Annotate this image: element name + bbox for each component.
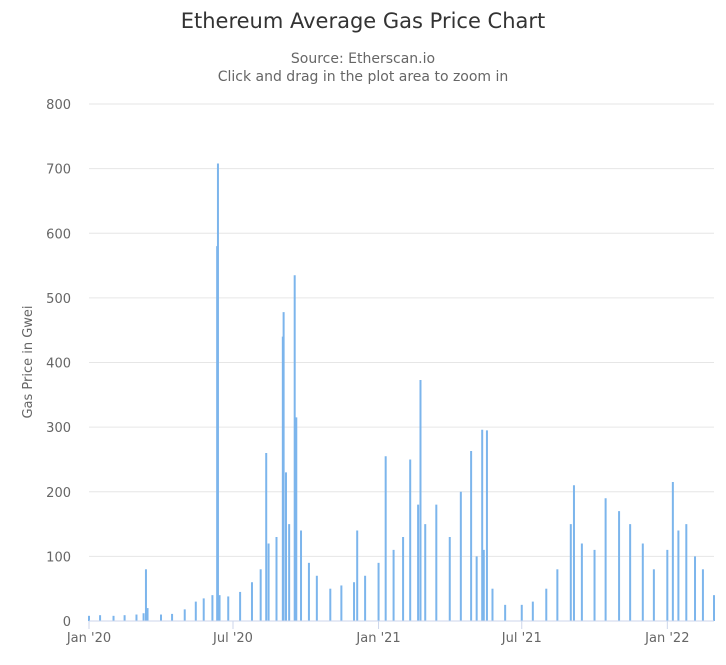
y-tick-label: 400 <box>46 357 71 372</box>
y-tick-labels: 0 100 200 300 400 500 600 700 800 <box>46 98 71 630</box>
x-tick-label: Jul '20 <box>212 631 253 646</box>
y-tick-label: 300 <box>46 421 71 436</box>
y-tick-label: 200 <box>46 486 71 501</box>
gas-price-area <box>88 163 715 621</box>
x-tick-label: Jul '21 <box>501 631 542 646</box>
y-tick-label: 800 <box>46 98 71 113</box>
y-tick-label: 100 <box>46 550 71 565</box>
chart-subtitle-source: Source: Etherscan.io <box>291 51 435 67</box>
y-axis-title: Gas Price in Gwei <box>21 305 36 418</box>
x-tick-label: Jan '20 <box>66 631 111 646</box>
y-gridlines <box>89 103 714 557</box>
y-tick-label: 500 <box>46 292 71 307</box>
x-tick-label: Jan '22 <box>644 631 689 646</box>
y-tick-label: 700 <box>46 163 71 178</box>
x-tick-label: Jan '21 <box>355 631 400 646</box>
chart-title: Ethereum Average Gas Price Chart <box>181 9 546 33</box>
chart-subtitle-hint: Click and drag in the plot area to zoom … <box>218 69 509 85</box>
y-tick-label: 0 <box>63 615 71 630</box>
y-tick-label: 600 <box>46 227 71 242</box>
x-tick-labels: Jan '20 Jul '20 Jan '21 Jul '21 Jan '22 <box>66 621 689 646</box>
